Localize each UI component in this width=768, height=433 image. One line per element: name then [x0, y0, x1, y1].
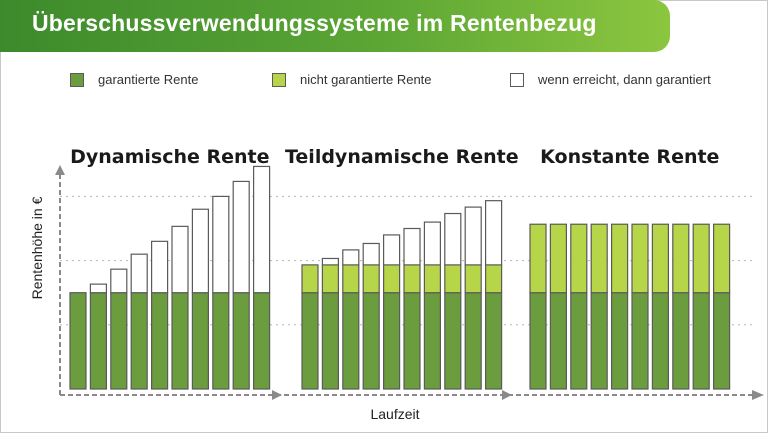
bar-segment-guaranteed [89, 292, 108, 390]
group-title-konstante-rente: Konstante Rente [540, 146, 719, 168]
bar-segment-non-guaranteed [321, 264, 339, 294]
bar-segment-non-guaranteed [423, 264, 441, 294]
x-axis-label: Laufzeit [370, 406, 419, 422]
legend-swatch-once-reached [510, 72, 524, 87]
bar-segment-non-guaranteed [651, 223, 670, 294]
bar-segment-guaranteed [110, 292, 128, 390]
bar-segment-non-guaranteed [672, 223, 690, 294]
bar-segment-once-reached [171, 225, 189, 294]
bar-segment-guaranteed [130, 292, 148, 390]
bar-segment-guaranteed [423, 292, 441, 390]
bar-segment-guaranteed [485, 292, 503, 390]
chart-title: Überschussverwendungssysteme im Rentenbe… [32, 10, 597, 36]
bar-segment-non-guaranteed [631, 223, 649, 294]
bar-segment-once-reached [321, 257, 339, 266]
bar-segment-guaranteed [151, 292, 169, 390]
legend-label-once-reached: wenn erreicht, dann garantiert [538, 72, 711, 87]
bar-segment-once-reached [212, 195, 230, 294]
bar-segment-once-reached [232, 180, 250, 294]
bar-segment-once-reached [403, 227, 421, 266]
group-title-dynamische-rente: Dynamische Rente [70, 146, 269, 168]
bar-segment-guaranteed [444, 292, 462, 390]
bar-segment-non-guaranteed [485, 264, 503, 294]
title-banner: Überschussverwendungssysteme im Rentenbe… [0, 0, 670, 52]
bar-segment-once-reached [130, 253, 148, 294]
bar-segment-guaranteed [171, 292, 189, 390]
x-axis-arrowhead [502, 390, 512, 400]
y-axis-label: Rentenhöhe in € [29, 196, 45, 299]
bar-segment-guaranteed [712, 292, 731, 390]
bar-segment-once-reached [485, 200, 503, 266]
bar-segment-once-reached [110, 268, 128, 294]
bar-segment-non-guaranteed [362, 264, 380, 294]
bar-segment-non-guaranteed [692, 223, 710, 294]
bar-segment-non-guaranteed [403, 264, 421, 294]
bar-segment-guaranteed [253, 292, 271, 390]
bar-segment-guaranteed [590, 292, 608, 390]
legend-swatch-guaranteed [70, 72, 84, 87]
group-titles: Dynamische Rente Teildynamische Rente Ko… [70, 146, 719, 168]
bar-segment-guaranteed [362, 292, 380, 390]
bar-segment-guaranteed [529, 292, 547, 390]
bar-segment-guaranteed [651, 292, 670, 390]
bar-segment-non-guaranteed [712, 223, 731, 294]
bar-segment-guaranteed [631, 292, 649, 390]
x-axis-arrowhead [752, 390, 764, 400]
bar-segment-non-guaranteed [549, 223, 568, 294]
bar-segment-non-guaranteed [610, 223, 629, 294]
bar-segment-guaranteed [464, 292, 482, 390]
bar-segment-once-reached [383, 234, 401, 266]
bar-segment-once-reached [362, 242, 380, 266]
bar-segment-guaranteed [570, 292, 588, 390]
axes [55, 165, 764, 400]
bar-segment-non-guaranteed [383, 264, 401, 294]
bar-segment-once-reached [423, 221, 441, 266]
legend-item-guaranteed: garantierte Rente [70, 72, 198, 87]
legend-swatch-non-guaranteed [272, 72, 286, 87]
bar-segment-guaranteed [301, 292, 319, 390]
bar-segment-guaranteed [672, 292, 690, 390]
bar-segment-guaranteed [383, 292, 401, 390]
legend-item-once-reached: wenn erreicht, dann garantiert [510, 72, 711, 87]
bar-segment-once-reached [342, 249, 360, 266]
legend: garantierte Rente nicht garantierte Rent… [70, 72, 760, 94]
bar-segment-guaranteed [549, 292, 568, 390]
bar-segment-once-reached [444, 212, 462, 266]
bar-segment-non-guaranteed [342, 264, 360, 294]
bar-segment-once-reached [191, 208, 209, 294]
bar-segment-guaranteed [232, 292, 250, 390]
x-axis-arrowhead [272, 390, 282, 400]
bar-segment-guaranteed [321, 292, 339, 390]
bar-segment-guaranteed [69, 292, 87, 390]
legend-label-non-guaranteed: nicht garantierte Rente [300, 72, 432, 87]
bar-segment-guaranteed [212, 292, 230, 390]
bar-segment-guaranteed [342, 292, 360, 390]
bar-segment-once-reached [89, 283, 108, 294]
group-title-teildynamische-rente: Teildynamische Rente [285, 146, 519, 168]
bar-segment-non-guaranteed [301, 264, 319, 294]
bar-segment-guaranteed [692, 292, 710, 390]
bar-segment-non-guaranteed [444, 264, 462, 294]
legend-item-non-guaranteed: nicht garantierte Rente [272, 72, 432, 87]
bar-segment-guaranteed [191, 292, 209, 390]
bar-segment-non-guaranteed [590, 223, 608, 294]
bar-segment-guaranteed [403, 292, 421, 390]
bar-segment-once-reached [464, 206, 482, 266]
legend-label-guaranteed: garantierte Rente [98, 72, 199, 87]
bars [69, 165, 731, 390]
bar-segment-once-reached [151, 240, 169, 294]
bar-segment-non-guaranteed [570, 223, 588, 294]
bar-segment-non-guaranteed [464, 264, 482, 294]
bar-segment-non-guaranteed [529, 223, 547, 294]
bar-segment-once-reached [253, 165, 271, 294]
bar-segment-guaranteed [610, 292, 629, 390]
